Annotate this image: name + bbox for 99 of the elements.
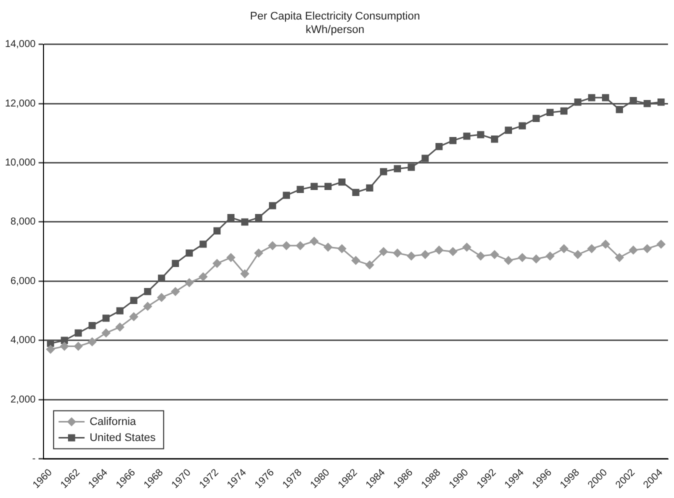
y-tick-label: 14,000 <box>4 39 36 50</box>
y-tick-label: 6,000 <box>10 276 36 287</box>
point <box>338 244 346 253</box>
point <box>504 126 512 134</box>
point <box>601 240 610 248</box>
point <box>143 302 152 311</box>
point <box>171 287 180 296</box>
point <box>616 106 624 114</box>
point <box>60 336 68 344</box>
point <box>296 186 304 194</box>
point <box>560 107 568 115</box>
point <box>282 192 290 199</box>
point <box>587 244 596 253</box>
point <box>629 246 638 254</box>
point <box>324 242 332 252</box>
point <box>602 94 610 102</box>
chart-subtitle: kWh/person <box>306 24 364 36</box>
legend-label: United States <box>90 432 156 444</box>
point <box>574 250 582 259</box>
point <box>310 236 318 246</box>
point <box>449 137 457 144</box>
point <box>88 322 96 330</box>
point <box>352 188 360 196</box>
point <box>393 248 402 258</box>
point <box>463 132 470 140</box>
point <box>490 136 498 143</box>
point <box>46 345 55 354</box>
point <box>462 242 472 252</box>
point <box>116 322 124 332</box>
point <box>476 252 485 260</box>
point <box>102 328 110 338</box>
point <box>352 256 360 265</box>
point <box>227 214 234 222</box>
point <box>420 250 430 259</box>
y-tick-label: 2,000 <box>10 394 36 406</box>
point <box>157 293 166 302</box>
point <box>504 256 513 265</box>
point <box>532 254 540 264</box>
point <box>434 246 444 254</box>
point <box>657 98 665 106</box>
point <box>448 247 458 256</box>
y-tick-label: - <box>32 454 36 465</box>
point <box>615 253 624 262</box>
point <box>254 248 263 258</box>
point <box>518 122 526 130</box>
point <box>268 241 277 250</box>
point <box>74 329 82 337</box>
point <box>546 108 554 116</box>
point <box>642 244 652 253</box>
point <box>532 114 540 122</box>
point <box>407 252 416 260</box>
point <box>241 218 248 226</box>
point <box>60 342 69 351</box>
point <box>380 168 388 176</box>
y-tick-label: 8,000 <box>10 216 36 228</box>
point <box>130 312 138 321</box>
point <box>422 154 429 162</box>
point <box>365 260 374 270</box>
chart-title: Per Capita Electricity Consumption <box>250 10 420 23</box>
point <box>546 252 554 260</box>
point <box>394 165 401 172</box>
point <box>74 342 83 351</box>
point <box>240 270 250 278</box>
point <box>518 253 527 262</box>
point <box>310 182 318 190</box>
point <box>116 307 124 314</box>
point <box>186 249 193 257</box>
point <box>490 250 499 259</box>
y-tick-label: 4,000 <box>10 335 36 346</box>
point <box>588 94 596 102</box>
point <box>379 247 388 256</box>
point <box>338 178 346 186</box>
point <box>324 182 332 190</box>
point <box>477 131 484 138</box>
point <box>656 240 666 248</box>
point <box>198 272 208 281</box>
point <box>102 314 110 322</box>
point <box>296 241 305 250</box>
point <box>88 338 96 346</box>
point <box>172 260 179 268</box>
y-tick-label: 12,000 <box>4 98 36 110</box>
point <box>144 288 152 296</box>
point <box>212 259 222 268</box>
point <box>255 214 262 222</box>
point <box>268 202 276 210</box>
point <box>366 184 374 192</box>
point <box>226 253 236 262</box>
point <box>213 227 221 234</box>
point <box>644 100 651 108</box>
point <box>408 164 415 171</box>
point <box>130 296 138 304</box>
point <box>560 244 568 253</box>
y-tick-label: 10,000 <box>4 158 36 169</box>
point <box>185 278 194 287</box>
point <box>574 98 582 106</box>
point <box>282 241 291 250</box>
point <box>200 240 207 248</box>
legend-label: California <box>90 416 137 428</box>
point <box>435 142 443 150</box>
